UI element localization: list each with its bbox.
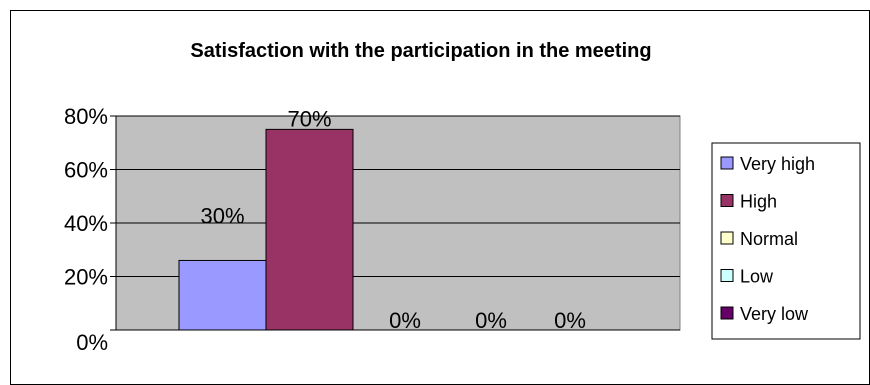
y-axis-ticks: 0% 20% 40% 60% 80%	[64, 104, 116, 355]
bar-high	[265, 128, 354, 331]
bars	[178, 128, 354, 331]
data-label: 70%	[287, 106, 331, 131]
data-label: 0%	[389, 308, 421, 333]
legend: Very high High Normal Low Very low	[711, 142, 861, 340]
legend-swatch	[720, 194, 734, 207]
data-label: 0%	[554, 308, 586, 333]
legend-label: Very high	[740, 154, 815, 174]
legend-label: High	[740, 192, 777, 212]
legend-swatch	[720, 306, 734, 320]
y-tick-label: 20%	[64, 265, 108, 290]
legend-label: Normal	[740, 229, 798, 249]
y-tick-label: 80%	[64, 104, 108, 129]
legend-swatch	[720, 269, 734, 282]
legend-label: Very low	[740, 304, 809, 324]
data-label: 30%	[200, 203, 244, 228]
y-tick-label: 40%	[64, 211, 108, 236]
legend-swatch	[720, 231, 734, 245]
data-label: 0%	[475, 308, 507, 333]
chart-title: Satisfaction with the participation in t…	[190, 40, 651, 62]
legend-label: Low	[740, 267, 774, 287]
y-tick-label: 0%	[76, 330, 108, 355]
legend-swatch	[720, 156, 734, 170]
y-tick-label: 60%	[64, 158, 108, 183]
bar-very-high	[178, 259, 267, 331]
legend-box	[711, 142, 861, 340]
data-labels: 30% 70% 0% 0% 0%	[200, 106, 585, 333]
